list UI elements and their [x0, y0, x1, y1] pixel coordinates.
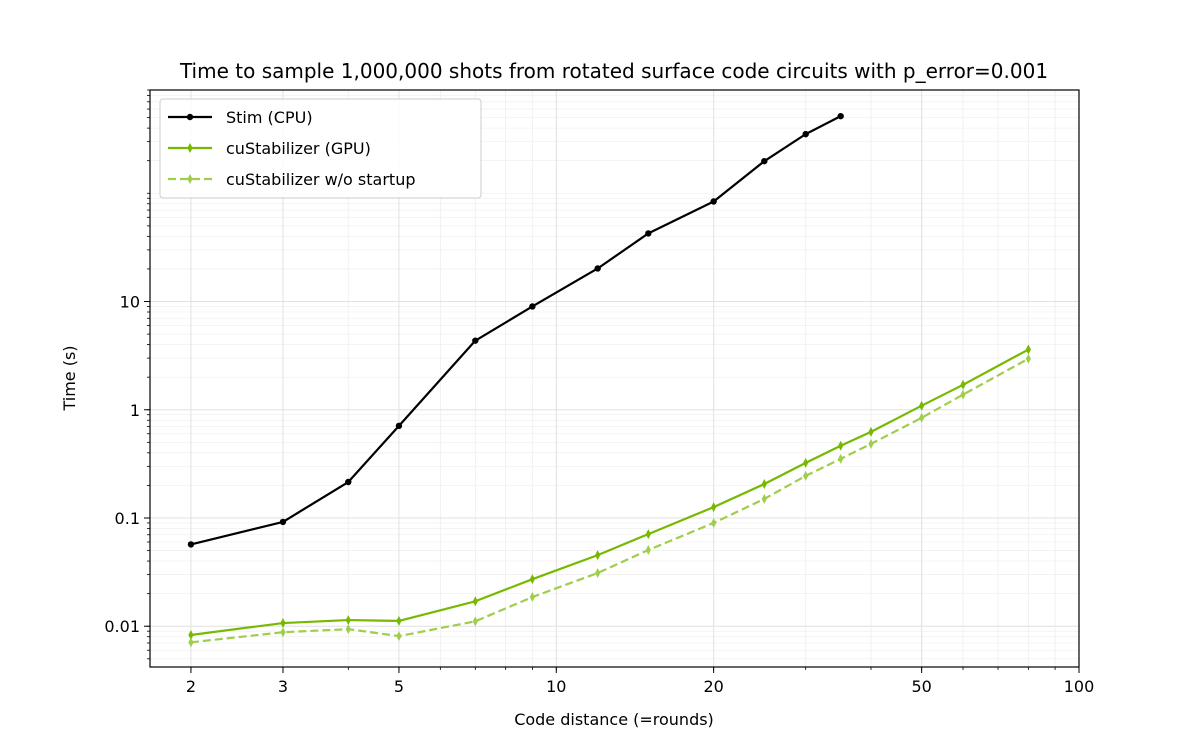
data-point	[529, 574, 535, 585]
series-group	[187, 112, 1031, 648]
data-point	[919, 400, 925, 411]
data-point	[345, 624, 351, 635]
data-point	[645, 529, 651, 540]
data-point	[837, 112, 844, 120]
data-point	[803, 470, 809, 481]
y-tick-label: 1	[130, 401, 140, 420]
data-point	[188, 637, 194, 648]
series-1	[188, 344, 1031, 640]
y-axis-label: Time (s)	[60, 345, 79, 411]
series-line	[190, 348, 1029, 637]
data-point	[960, 379, 966, 390]
y-axis: 0.01 0.1 1 10	[104, 89, 150, 660]
x-tick-label: 10	[546, 677, 566, 696]
x-tick-label: 100	[1064, 677, 1095, 696]
data-point	[529, 303, 536, 310]
legend-marker	[186, 113, 194, 121]
x-tick-label: 2	[186, 677, 196, 696]
x-tick-label: 50	[911, 677, 931, 696]
series-2	[188, 353, 1031, 648]
data-point	[711, 502, 717, 513]
legend-label: Stim (CPU)	[226, 108, 313, 127]
data-point	[645, 545, 651, 556]
legend-marker	[187, 143, 193, 153]
data-point	[279, 518, 287, 526]
data-point	[919, 412, 925, 423]
data-point	[472, 337, 479, 344]
x-tick-label: 5	[394, 677, 404, 696]
data-point	[529, 592, 535, 603]
data-point	[868, 426, 874, 437]
data-point	[803, 457, 809, 468]
data-point	[710, 198, 717, 205]
x-tick-label: 20	[703, 677, 723, 696]
data-point	[1025, 353, 1031, 364]
data-point	[472, 616, 478, 627]
data-point	[396, 615, 402, 626]
data-point	[395, 422, 403, 430]
data-point	[761, 479, 767, 490]
data-point	[868, 438, 874, 449]
data-point	[188, 629, 194, 640]
x-axis-label: Code distance (=rounds)	[514, 710, 714, 729]
chart-title: Time to sample 1,000,000 shots from rota…	[179, 59, 1048, 83]
data-point	[761, 157, 768, 165]
data-point	[187, 541, 195, 548]
legend: Stim (CPU) cuStabilizer (GPU) cuStabilizer…	[159, 98, 482, 199]
data-point	[838, 440, 844, 451]
legend-marker	[187, 174, 193, 184]
data-point	[345, 615, 351, 626]
data-point	[802, 130, 809, 138]
y-tick-label: 0.01	[104, 617, 140, 636]
y-tick-label: 10	[120, 293, 140, 312]
legend-box	[159, 98, 482, 199]
data-point	[280, 618, 286, 629]
data-point	[396, 631, 402, 642]
x-axis: 2 3 5 10 20 50 100	[186, 667, 1094, 696]
series-line	[190, 357, 1029, 644]
data-point	[761, 493, 767, 504]
data-point	[711, 517, 717, 528]
legend-label: cuStabilizer (GPU)	[226, 139, 371, 158]
data-point	[472, 596, 478, 607]
data-point	[595, 550, 601, 561]
data-point	[595, 568, 601, 579]
y-tick-label: 0.1	[115, 509, 140, 528]
data-point	[345, 478, 352, 486]
x-tick-label: 3	[278, 677, 288, 696]
data-point	[645, 230, 652, 237]
legend-label: cuStabilizer w/o startup	[226, 170, 415, 189]
data-point	[838, 453, 844, 464]
data-point	[1025, 344, 1031, 355]
data-point	[960, 389, 966, 400]
plot-frame	[149, 89, 1080, 668]
series-0	[187, 112, 844, 548]
data-point	[280, 627, 286, 638]
data-point	[594, 265, 601, 272]
series-line	[190, 115, 842, 546]
